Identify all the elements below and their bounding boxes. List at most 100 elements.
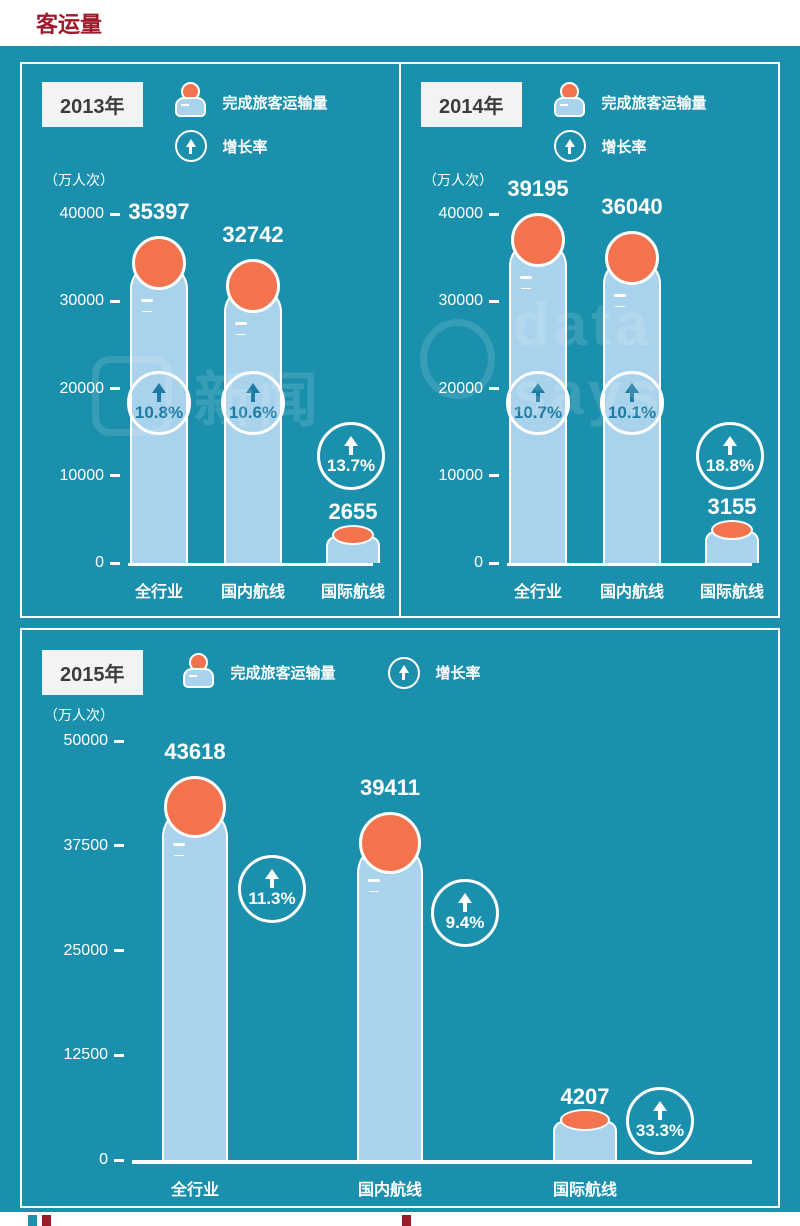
growth-badge-domestic: 10.1% bbox=[600, 371, 664, 435]
y-axis-tick: 10000 bbox=[421, 467, 499, 485]
growth-rate-icon bbox=[553, 130, 586, 162]
year-label: 2014年 bbox=[421, 82, 522, 127]
bar-body bbox=[162, 807, 228, 1160]
bar-body bbox=[357, 843, 423, 1160]
value-label: 35397 bbox=[128, 199, 190, 224]
top-panels: 2013年 完成旅客运输量 增长率 （万人次） 40000 30000 2000… bbox=[20, 62, 780, 618]
legend-volume-row: 完成旅客运输量 bbox=[548, 82, 707, 122]
bar-figure-international: 2655 bbox=[326, 499, 380, 563]
axis-unit-label: （万人次） bbox=[44, 707, 114, 723]
bar-figure-industry: 43618 bbox=[162, 739, 228, 1160]
panel-header: 2015年 完成旅客运输量 增长率 bbox=[42, 650, 758, 695]
growth-badge-industry: 10.8% bbox=[127, 371, 191, 435]
passenger-icon bbox=[553, 82, 587, 122]
legend-rate-row: 增长率 bbox=[169, 130, 328, 162]
y-axis-tick: 10000 bbox=[42, 467, 120, 485]
up-arrow-icon bbox=[399, 665, 409, 680]
y-axis-tick: 0 bbox=[42, 1151, 124, 1169]
plot-area: 50000 37500 25000 12500 0 43618 39411 42… bbox=[64, 732, 752, 1168]
growth-badge-international: 33.3% bbox=[626, 1087, 694, 1155]
value-label: 39411 bbox=[360, 775, 420, 800]
legend-rate-label: 增长率 bbox=[601, 138, 647, 156]
x-label-industry: 全行业 bbox=[170, 1182, 220, 1199]
page-title: 客运量 bbox=[36, 12, 103, 37]
value-label: 39195 bbox=[507, 176, 569, 201]
person-head-icon bbox=[511, 213, 565, 267]
x-label-industry: 全行业 bbox=[134, 584, 184, 601]
x-label-domestic: 国内航线 bbox=[599, 584, 665, 601]
person-head-icon bbox=[332, 525, 374, 545]
x-label-industry: 全行业 bbox=[513, 584, 563, 601]
up-arrow-icon bbox=[653, 1101, 667, 1120]
y-axis-tick: 25000 bbox=[42, 942, 124, 960]
y-axis-tick: 30000 bbox=[42, 292, 120, 310]
person-head-icon bbox=[359, 812, 421, 874]
up-arrow-icon bbox=[152, 383, 166, 402]
x-label-domestic: 国内航线 bbox=[220, 584, 286, 601]
legend-rate-label: 增长率 bbox=[222, 138, 268, 156]
x-axis-labels: 全行业 国内航线 国际航线 bbox=[507, 566, 764, 601]
y-axis-tick: 50000 bbox=[42, 732, 124, 750]
growth-badge-domestic: 9.4% bbox=[431, 879, 499, 947]
value-label: 2655 bbox=[328, 499, 378, 524]
growth-badge-international: 13.7% bbox=[317, 422, 385, 490]
legend-volume-row: 完成旅客运输量 bbox=[169, 82, 328, 122]
growth-rate-icon bbox=[387, 656, 420, 689]
plot-area: 40000 30000 20000 10000 0 39195 36040 31… bbox=[439, 176, 764, 571]
y-axis-tick: 20000 bbox=[42, 380, 120, 398]
bar-figure-domestic: 39411 bbox=[357, 775, 423, 1160]
growth-badge-industry: 11.3% bbox=[238, 855, 306, 923]
legend-volume-label: 完成旅客运输量 bbox=[230, 665, 336, 682]
year-label: 2015年 bbox=[42, 650, 143, 695]
x-axis-labels: 全行业 国内航线 国际航线 bbox=[128, 566, 385, 601]
year-label: 2013年 bbox=[42, 82, 143, 127]
y-axis-tick: 0 bbox=[421, 554, 499, 572]
legend-rate-row: 增长率 bbox=[548, 130, 707, 162]
up-arrow-icon bbox=[246, 383, 260, 402]
legend-volume-row: 完成旅客运输量 bbox=[177, 652, 336, 693]
y-axis-tick: 12500 bbox=[42, 1046, 124, 1064]
section-header: 客运量 bbox=[0, 0, 800, 46]
bar-figure-international: 3155 bbox=[705, 494, 759, 563]
person-head-icon bbox=[711, 520, 753, 540]
value-label: 3155 bbox=[707, 494, 757, 519]
growth-rate-icon bbox=[174, 130, 207, 162]
x-label-domestic: 国内航线 bbox=[357, 1182, 423, 1199]
bar-figure-international: 4207 bbox=[553, 1084, 617, 1160]
value-label: 36040 bbox=[601, 194, 663, 219]
y-axis-tick: 20000 bbox=[421, 380, 499, 398]
section-marker bbox=[28, 1215, 37, 1226]
person-head-icon bbox=[164, 776, 226, 838]
y-axis-tick: 0 bbox=[42, 554, 120, 572]
passenger-icon bbox=[174, 82, 208, 122]
value-label: 4207 bbox=[560, 1084, 610, 1109]
passenger-icon bbox=[182, 652, 216, 693]
up-arrow-icon bbox=[186, 139, 196, 154]
up-arrow-icon bbox=[458, 893, 472, 912]
y-axis-tick: 40000 bbox=[42, 205, 120, 223]
legend-volume-label: 完成旅客运输量 bbox=[601, 94, 707, 112]
panel-header: 2014年 完成旅客运输量 增长率 bbox=[421, 82, 758, 162]
y-axis-tick: 37500 bbox=[42, 837, 124, 855]
legend-rate-row: 增长率 bbox=[382, 656, 481, 689]
plot-area: 40000 30000 20000 10000 0 35397 32742 26… bbox=[60, 199, 385, 571]
y-axis-tick: 40000 bbox=[421, 205, 499, 223]
legend: 完成旅客运输量 增长率 bbox=[548, 82, 707, 162]
growth-badge-domestic: 10.6% bbox=[221, 371, 285, 435]
person-head-icon bbox=[605, 231, 659, 285]
up-arrow-icon bbox=[531, 383, 545, 402]
up-arrow-icon bbox=[344, 436, 358, 455]
value-label: 43618 bbox=[164, 739, 226, 764]
legend: 完成旅客运输量 增长率 bbox=[169, 82, 328, 162]
person-head-icon bbox=[132, 236, 186, 290]
person-head-icon bbox=[560, 1109, 610, 1131]
y-axis-tick: 30000 bbox=[421, 292, 499, 310]
up-arrow-icon bbox=[565, 139, 575, 154]
x-label-international: 国际航线 bbox=[552, 1182, 618, 1199]
next-section-strip bbox=[0, 1212, 800, 1226]
axis-unit-label: （万人次） bbox=[44, 172, 114, 188]
bar-body bbox=[553, 1121, 617, 1160]
section-marker bbox=[42, 1215, 51, 1226]
legend-volume-label: 完成旅客运输量 bbox=[222, 94, 328, 112]
